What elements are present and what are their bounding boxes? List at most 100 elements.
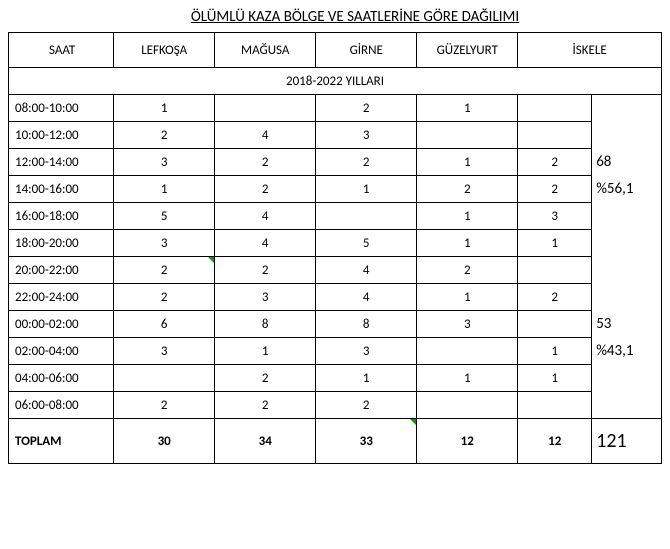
totals-label: TOPLAM (9, 419, 114, 464)
cell: 2 (316, 95, 417, 122)
table-row: 00:00-02:00 6 8 8 3 53 (9, 311, 662, 338)
table-row: 08:00-10:00 1 2 1 (9, 95, 662, 122)
table-row: 10:00-12:00 2 4 3 (9, 122, 662, 149)
cell: 5 (114, 203, 215, 230)
cell: 2 (215, 149, 316, 176)
cell: 8 (215, 311, 316, 338)
grand-total: 121 (592, 419, 662, 464)
side-cell-empty (592, 95, 662, 149)
cell: 3 (316, 338, 417, 365)
cell: 2 (518, 176, 592, 203)
cell (518, 257, 592, 284)
col-girne: GİRNE (316, 33, 417, 68)
table-row: 18:00-20:00 3 4 5 1 1 (9, 230, 662, 257)
table-row: 04:00-06:00 2 1 1 1 (9, 365, 662, 392)
table-row: 16:00-18:00 5 4 1 3 (9, 203, 662, 230)
cell: 4 (215, 122, 316, 149)
cell (417, 338, 518, 365)
cell: 2 (316, 392, 417, 419)
cell (417, 392, 518, 419)
cell-saat: 04:00-06:00 (9, 365, 114, 392)
side-cell-empty (592, 203, 662, 257)
cell (316, 203, 417, 230)
cell: 1 (417, 203, 518, 230)
total-guzelyurt: 12 (417, 419, 518, 464)
cell: 5 (316, 230, 417, 257)
col-saat: SAAT (9, 33, 114, 68)
side-group1-total: 68 (592, 149, 662, 176)
cell: 1 (417, 284, 518, 311)
cell (518, 311, 592, 338)
cell: 1 (316, 365, 417, 392)
cell: 3 (518, 203, 592, 230)
cell: 3 (215, 284, 316, 311)
totals-row: TOPLAM 30 34 33 12 12 121 (9, 419, 662, 464)
side-group1-pct: %56,1 (592, 176, 662, 203)
col-guzelyurt: GÜZELYURT (417, 33, 518, 68)
cell (518, 392, 592, 419)
cell: 4 (316, 257, 417, 284)
cell (215, 95, 316, 122)
cell: 2 (215, 176, 316, 203)
cell: 2 (518, 284, 592, 311)
cell: 4 (316, 284, 417, 311)
table-row: 02:00-04:00 3 1 3 1 %43,1 (9, 338, 662, 365)
side-group2-total: 53 (592, 311, 662, 338)
cell: 6 (114, 311, 215, 338)
cell-saat: 20:00-22:00 (9, 257, 114, 284)
cell: 3 (316, 122, 417, 149)
cell: 3 (417, 311, 518, 338)
cell: 1 (518, 365, 592, 392)
cell: 4 (215, 203, 316, 230)
table-row: 14:00-16:00 1 2 1 2 2 %56,1 (9, 176, 662, 203)
cell-saat: 02:00-04:00 (9, 338, 114, 365)
cell: 1 (417, 149, 518, 176)
cell-saat: 08:00-10:00 (9, 95, 114, 122)
cell-saat: 18:00-20:00 (9, 230, 114, 257)
col-lefkosa: LEFKOŞA (114, 33, 215, 68)
cell: 1 (114, 95, 215, 122)
side-group2-pct: %43,1 (592, 338, 662, 365)
cell (518, 95, 592, 122)
side-cell-empty (592, 257, 662, 311)
cell: 1 (215, 338, 316, 365)
cell (417, 122, 518, 149)
cell: 1 (417, 230, 518, 257)
table-row: 12:00-14:00 3 2 2 1 2 68 (9, 149, 662, 176)
years-subheader: 2018-2022 YILLARI (9, 68, 662, 95)
cell: 2 (215, 365, 316, 392)
cell: 1 (316, 176, 417, 203)
cell: 1 (114, 176, 215, 203)
cell: 2 (215, 392, 316, 419)
cell: 2 (518, 149, 592, 176)
table-row: 22:00-24:00 2 3 4 1 2 (9, 284, 662, 311)
cell-saat: 14:00-16:00 (9, 176, 114, 203)
col-iskele: İSKELE (518, 33, 662, 68)
subheader-row: 2018-2022 YILLARI (9, 68, 662, 95)
data-table: SAAT LEFKOŞA MAĞUSA GİRNE GÜZELYURT İSKE… (8, 32, 662, 464)
cell: 1 (417, 365, 518, 392)
table-row: 06:00-08:00 2 2 2 (9, 392, 662, 419)
cell: 1 (417, 95, 518, 122)
cell (114, 365, 215, 392)
total-iskele: 12 (518, 419, 592, 464)
cell: 2 (114, 284, 215, 311)
total-girne: 33 (316, 419, 417, 464)
cell-saat: 16:00-18:00 (9, 203, 114, 230)
cell: 2 (215, 257, 316, 284)
cell: 2 (114, 257, 215, 284)
cell: 8 (316, 311, 417, 338)
cell: 2 (417, 257, 518, 284)
cell-saat: 12:00-14:00 (9, 149, 114, 176)
total-magusa: 34 (215, 419, 316, 464)
table-row: 20:00-22:00 2 2 4 2 (9, 257, 662, 284)
cell: 3 (114, 230, 215, 257)
cell: 1 (518, 230, 592, 257)
cell-saat: 22:00-24:00 (9, 284, 114, 311)
cell: 3 (114, 149, 215, 176)
col-magusa: MAĞUSA (215, 33, 316, 68)
cell: 2 (114, 122, 215, 149)
cell: 3 (114, 338, 215, 365)
side-cell-empty (592, 365, 662, 419)
column-header-row: SAAT LEFKOŞA MAĞUSA GİRNE GÜZELYURT İSKE… (9, 33, 662, 68)
